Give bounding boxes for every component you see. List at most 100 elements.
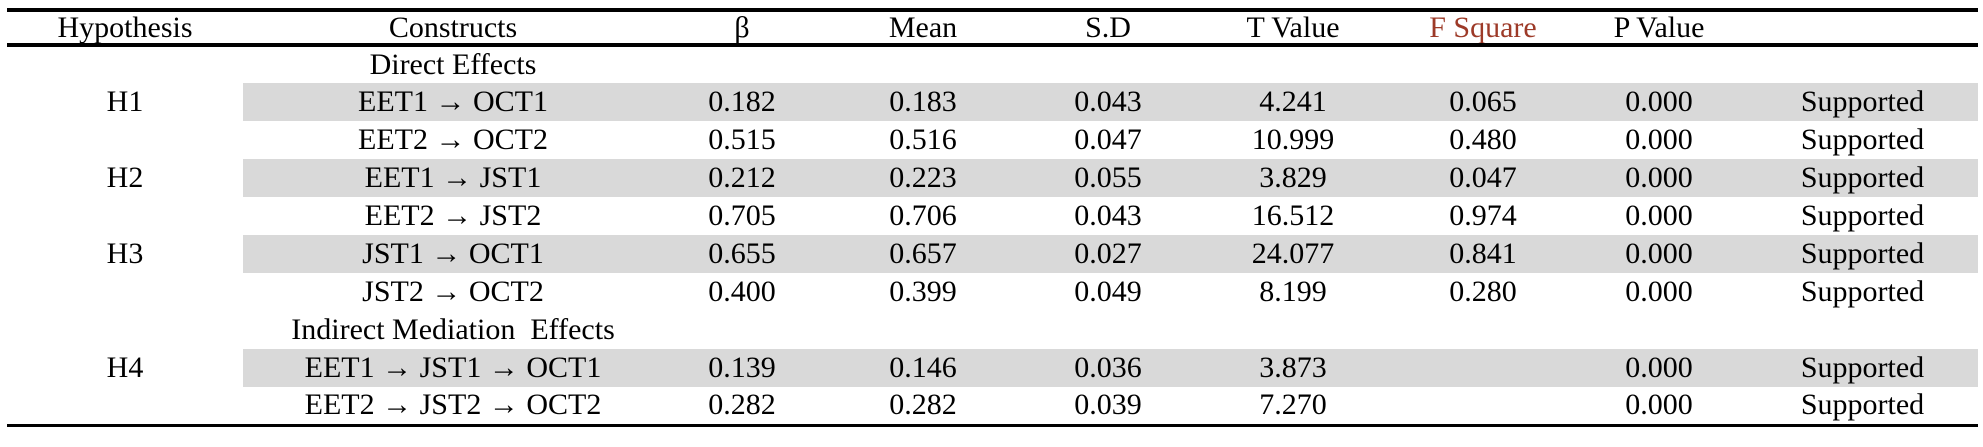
cell-p-value: 0.000 (1571, 159, 1747, 197)
cell-mean: 0.282 (889, 388, 957, 422)
cell-sd (1025, 45, 1191, 83)
cell-t-value: 10.999 (1251, 123, 1335, 156)
cell-f-square (1395, 387, 1571, 425)
cell-p-value: 0.000 (1571, 349, 1747, 387)
cell-sd: 0.047 (1074, 123, 1142, 156)
cell-mean: 0.146 (821, 349, 1025, 387)
cell-p-value: 0.000 (1625, 123, 1693, 156)
cell-mean: 0.706 (889, 199, 957, 232)
table-row: EET2 → JST2 → OCT2 0.282 0.282 0.039 7.270 0.… (7, 387, 1978, 425)
col-header-hypothesis: Hypothesis (57, 10, 193, 44)
col-header-p-value: P Value (1613, 10, 1705, 44)
cell-f-square: 0.280 (1449, 275, 1517, 308)
cell-mean: 0.516 (889, 123, 957, 156)
cell-f-square: 0.841 (1395, 235, 1571, 273)
section-header-row: Indirect Mediation Effects (7, 311, 1978, 349)
cell-sd: 0.043 (1025, 83, 1191, 121)
cell-constructs: EET1 → JST1 (243, 159, 663, 197)
cell-constructs: JST1 → OCT1 (243, 235, 663, 273)
cell-hypothesis (7, 197, 243, 235)
cell-sd: 0.043 (1074, 199, 1142, 232)
cell-hypothesis (7, 311, 243, 349)
cell-hypothesis: H4 (106, 351, 144, 384)
table-header: Hypothesis Constructs β Mean S.D T Value… (7, 10, 1978, 45)
cell-beta (663, 45, 821, 83)
cell-beta (663, 311, 821, 349)
cell-constructs: Indirect Mediation Effects (291, 313, 615, 346)
table-row: H1 EET1 → OCT1 0.182 0.183 0.043 4.241 0.065 0.… (7, 83, 1978, 121)
col-header-t-value: T Value (1246, 10, 1340, 44)
cell-hypothesis (7, 387, 243, 425)
cell-sd: 0.049 (1074, 275, 1142, 308)
cell-constructs: EET1 → OCT1 (243, 83, 663, 121)
cell-beta: 0.655 (663, 235, 821, 273)
cell-mean: 0.657 (821, 235, 1025, 273)
cell-beta: 0.282 (708, 388, 776, 422)
cell-hypothesis (7, 273, 243, 311)
cell-t-value: 8.199 (1259, 275, 1327, 308)
cell-f-square: 0.047 (1395, 159, 1571, 197)
cell-p-value: 0.000 (1625, 275, 1693, 308)
cell-constructs: EET2 → JST2 (364, 199, 542, 232)
cell-mean (821, 311, 1025, 349)
cell-result (1747, 311, 1978, 349)
cell-sd: 0.055 (1025, 159, 1191, 197)
cell-beta: 0.400 (708, 275, 776, 308)
cell-t-value: 7.270 (1259, 388, 1327, 422)
cell-result: Supported (1747, 349, 1978, 387)
col-header-result (1747, 10, 1978, 45)
cell-f-square: 0.065 (1395, 83, 1571, 121)
cell-constructs: EET2 → OCT2 (358, 123, 548, 156)
col-header-constructs: Constructs (388, 10, 518, 44)
cell-mean: 0.399 (889, 275, 957, 308)
table-body: Direct Effects H1 EET1 → OCT1 0.182 0.183 0.0… (7, 45, 1978, 425)
cell-beta: 0.212 (663, 159, 821, 197)
cell-result: Supported (1747, 235, 1978, 273)
cell-p-value: 0.000 (1571, 235, 1747, 273)
cell-mean (821, 45, 1025, 83)
cell-beta: 0.139 (663, 349, 821, 387)
cell-sd: 0.036 (1025, 349, 1191, 387)
cell-hypothesis (7, 121, 243, 159)
cell-p-value: 0.000 (1625, 199, 1693, 232)
cell-result: Supported (1800, 123, 1925, 156)
cell-result: Supported (1747, 83, 1978, 121)
cell-t-value: 4.241 (1191, 83, 1395, 121)
section-header-row: Direct Effects (7, 45, 1978, 83)
cell-p-value: 0.000 (1625, 388, 1693, 422)
cell-p-value: 0.000 (1571, 83, 1747, 121)
cell-t-value: 24.077 (1191, 235, 1395, 273)
cell-t-value (1191, 311, 1395, 349)
hypothesis-results-table: Hypothesis Constructs β Mean S.D T Value… (7, 8, 1978, 427)
cell-p-value (1571, 45, 1747, 83)
cell-f-square (1395, 349, 1571, 387)
cell-f-square (1395, 45, 1571, 83)
cell-constructs: Direct Effects (369, 48, 537, 81)
header-row: Hypothesis Constructs β Mean S.D T Value… (7, 10, 1978, 45)
cell-result: Supported (1800, 199, 1925, 232)
cell-t-value (1191, 45, 1395, 83)
table-row: EET2 → JST2 0.705 0.706 0.043 16.512 0.974 0.0… (7, 197, 1978, 235)
cell-hypothesis: H2 (106, 161, 144, 194)
cell-hypothesis: H1 (106, 85, 144, 118)
cell-mean: 0.223 (821, 159, 1025, 197)
cell-t-value: 16.512 (1251, 199, 1335, 232)
cell-hypothesis: H3 (106, 237, 144, 270)
cell-result: Supported (1800, 388, 1925, 422)
cell-beta: 0.515 (708, 123, 776, 156)
col-header-sd: S.D (1085, 10, 1131, 44)
cell-f-square (1395, 311, 1571, 349)
col-header-f-square: F Square (1429, 10, 1537, 44)
col-header-mean: Mean (888, 10, 958, 44)
cell-result: Supported (1800, 275, 1925, 308)
cell-result (1747, 45, 1978, 83)
cell-constructs: EET1 → JST1 → OCT1 (243, 349, 663, 387)
cell-result: Supported (1747, 159, 1978, 197)
table-row: H2 EET1 → JST1 0.212 0.223 0.055 3.829 0.047 0.… (7, 159, 1978, 197)
cell-sd: 0.039 (1074, 388, 1142, 422)
cell-constructs: JST2 → OCT2 (362, 275, 544, 308)
cell-constructs: EET2 → JST2 → OCT2 (304, 388, 602, 422)
cell-sd (1025, 311, 1191, 349)
table-row: EET2 → OCT2 0.515 0.516 0.047 10.999 0.480 0.0… (7, 121, 1978, 159)
col-header-beta: β (734, 10, 750, 44)
